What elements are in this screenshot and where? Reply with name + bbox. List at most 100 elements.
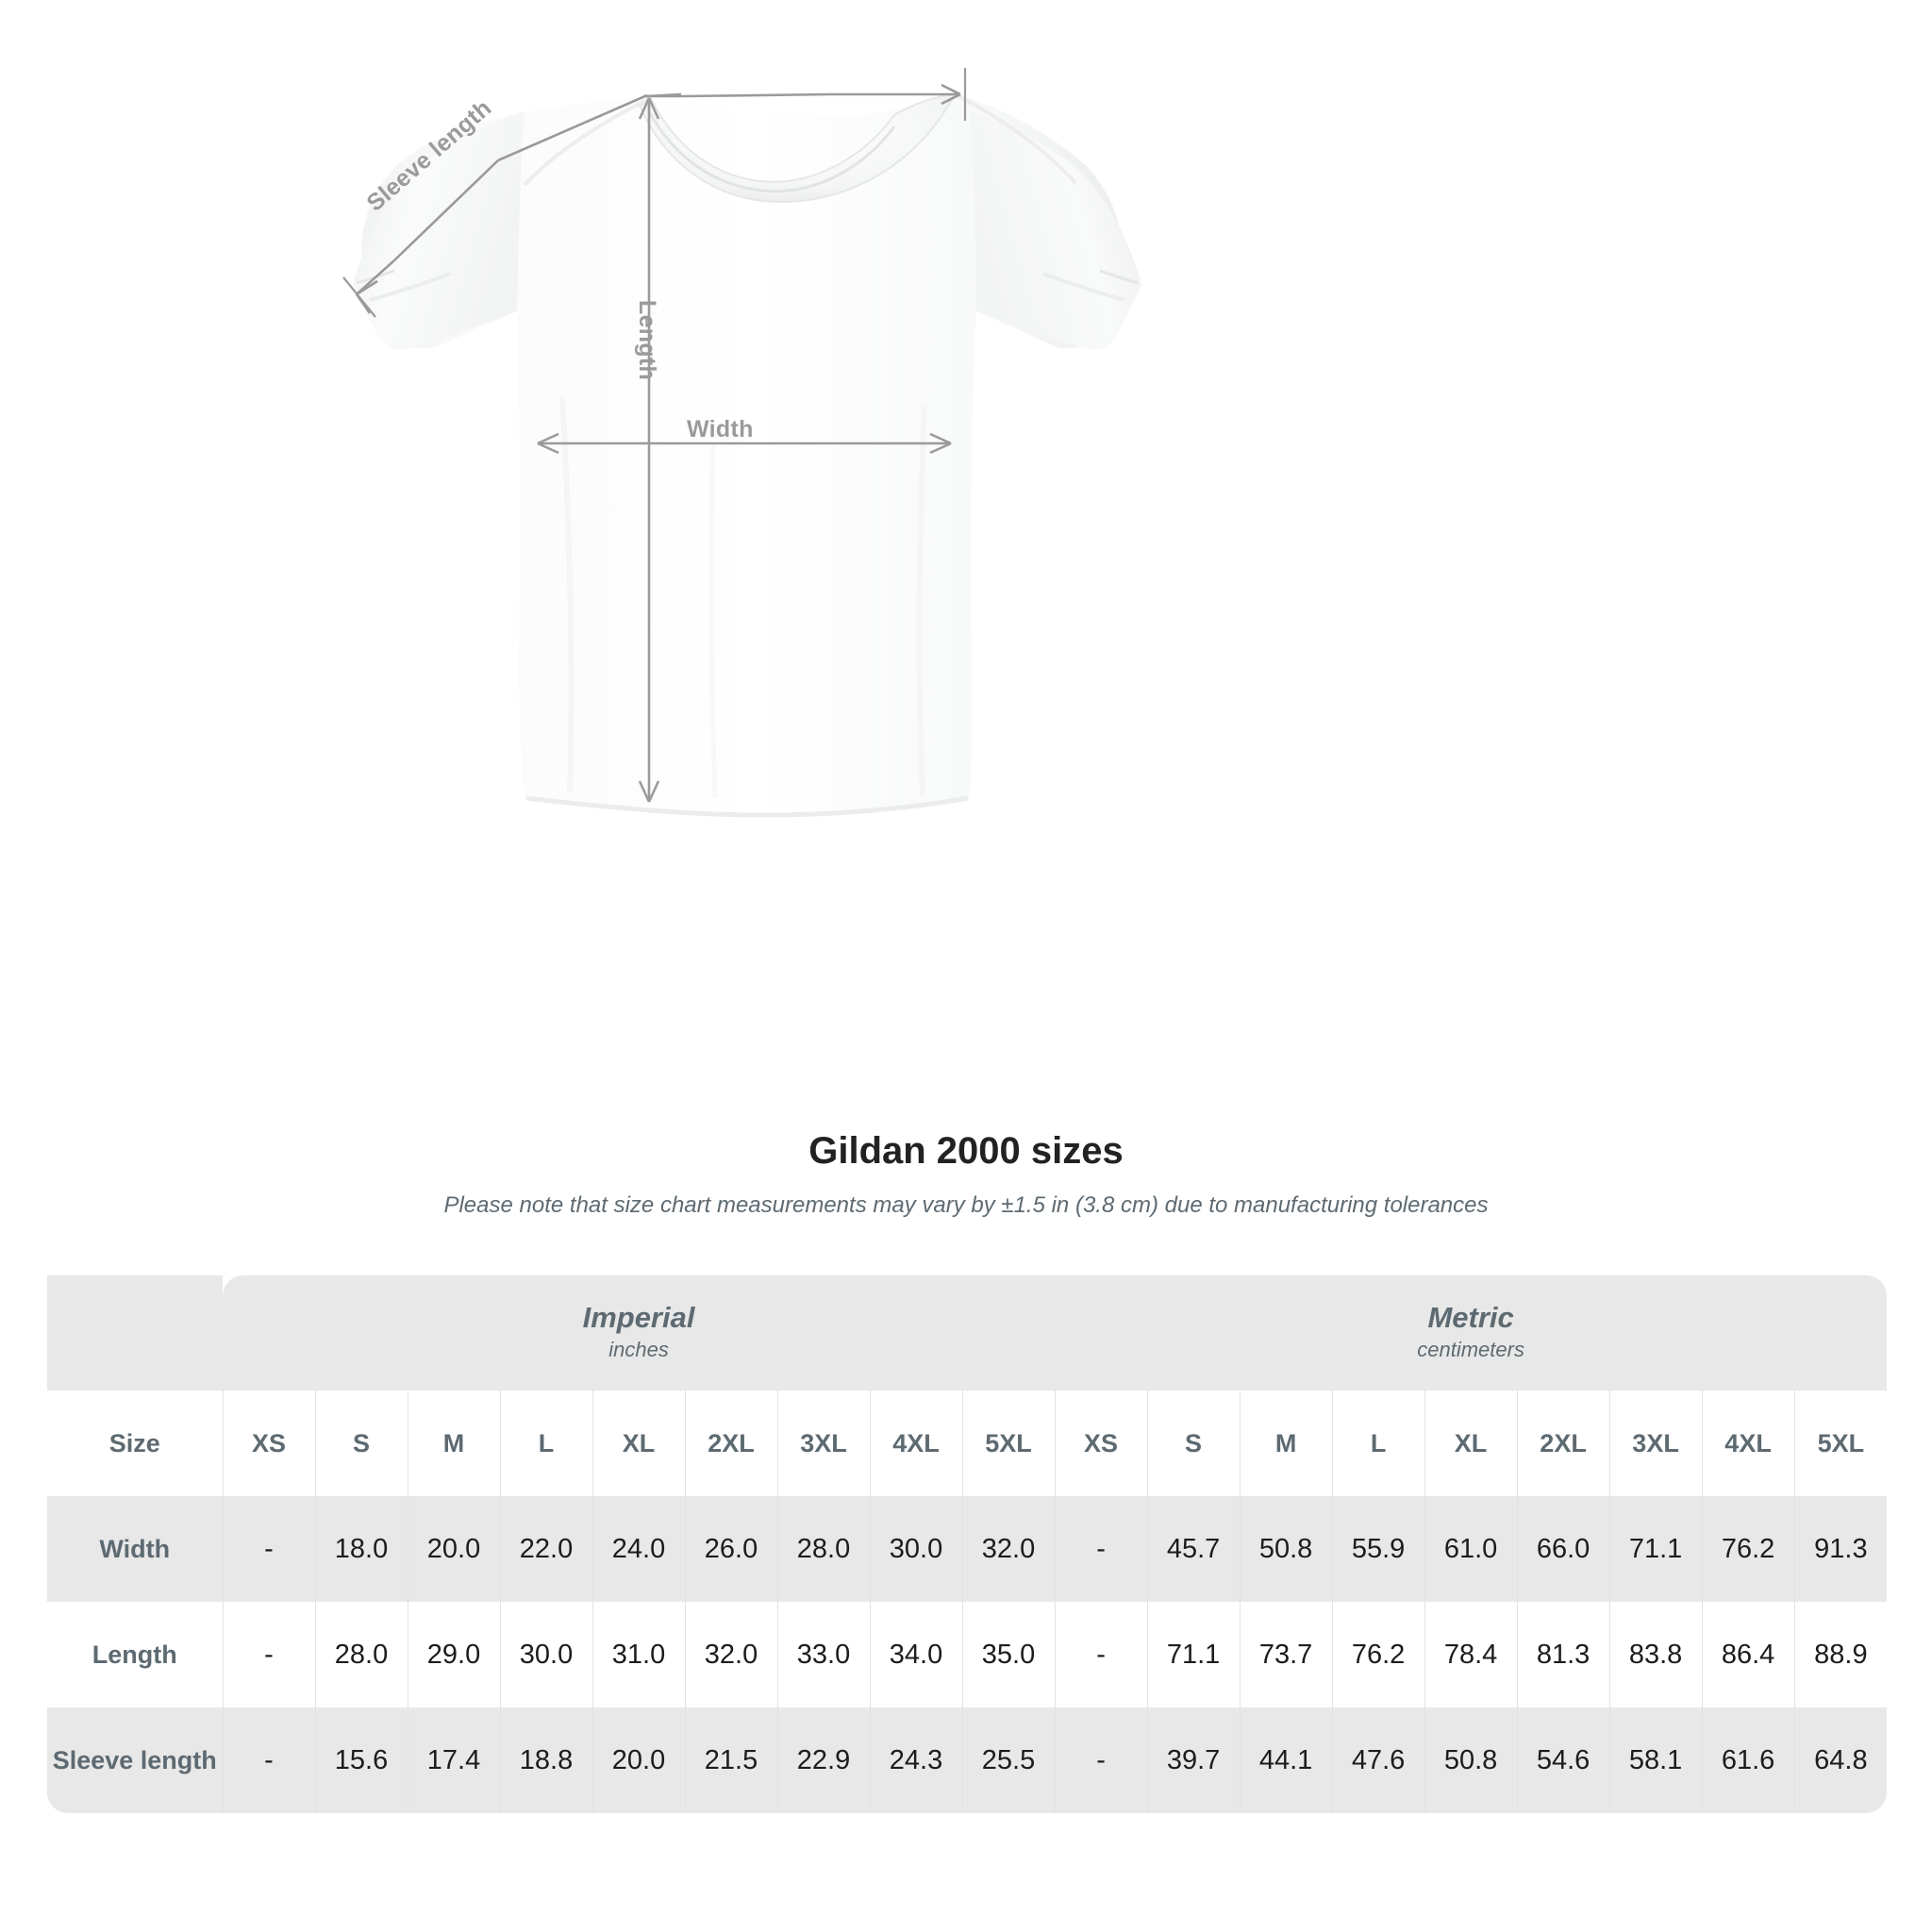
size-header-m: M bbox=[1239, 1391, 1333, 1496]
cell-length-metric-s: 71.1 bbox=[1146, 1602, 1241, 1707]
cell-width-metric-2xl: 66.0 bbox=[1516, 1496, 1610, 1602]
unit-group-name: Imperial bbox=[582, 1300, 695, 1334]
table-row: Sleeve length -15.6 17.4 18.8 20.0 21.5 22.9 24… bbox=[47, 1707, 1888, 1813]
unit-group-row: Imperial inches Metric centimeters bbox=[47, 1275, 1888, 1391]
size-table-container: Imperial inches Metric centimeters Size XS S M L… bbox=[47, 1275, 1888, 1813]
page-title: Gildan 2000 sizes bbox=[808, 1130, 1124, 1172]
cell-width-imperial-3xl: 28.0 bbox=[776, 1496, 870, 1602]
tshirt-diagram: Sleeve length Length Width bbox=[342, 68, 1141, 818]
row-label-width: Width bbox=[47, 1496, 223, 1602]
cell-width-metric-s: 45.7 bbox=[1146, 1496, 1241, 1602]
size-header-3xl: 3XL bbox=[776, 1391, 870, 1496]
unit-group-metric: Metric centimeters bbox=[1055, 1275, 1888, 1391]
cell-sleeve-length-imperial-5xl: 25.5 bbox=[961, 1707, 1056, 1813]
cell-length-metric-2xl: 81.3 bbox=[1516, 1602, 1610, 1707]
cell-width-imperial-m: 20.0 bbox=[407, 1496, 500, 1602]
cell-width-metric-5xl: 91.3 bbox=[1793, 1496, 1888, 1602]
size-header-4xl: 4XL bbox=[869, 1391, 962, 1496]
cell-length-imperial-m: 29.0 bbox=[407, 1602, 500, 1707]
cell-length-metric-5xl: 88.9 bbox=[1793, 1602, 1888, 1707]
cell-width-imperial-4xl: 30.0 bbox=[869, 1496, 962, 1602]
size-header-m: M bbox=[407, 1391, 500, 1496]
cell-sleeve-length-imperial-xl: 20.0 bbox=[591, 1707, 685, 1813]
cell-sleeve-length-imperial-2xl: 21.5 bbox=[684, 1707, 777, 1813]
length-measure bbox=[638, 97, 660, 803]
size-header-xl: XL bbox=[1424, 1391, 1518, 1496]
cell-sleeve-length-imperial-3xl: 22.9 bbox=[776, 1707, 870, 1813]
width-label: Width bbox=[687, 416, 754, 442]
cell-length-imperial-4xl: 34.0 bbox=[869, 1602, 962, 1707]
title-block: Gildan 2000 sizes Please note that size … bbox=[0, 1128, 1932, 1220]
size-header-l: L bbox=[499, 1391, 592, 1496]
size-header-l: L bbox=[1331, 1391, 1425, 1496]
cell-sleeve-length-metric-l: 47.6 bbox=[1331, 1707, 1425, 1813]
size-header-label: Size bbox=[47, 1391, 223, 1496]
table-row: Length -28.0 29.0 30.0 31.0 32.0 33.0 34.0 35.0-… bbox=[47, 1602, 1888, 1707]
cell-sleeve-length-metric-xl: 50.8 bbox=[1424, 1707, 1518, 1813]
tshirt-body-shape bbox=[353, 92, 1141, 818]
tshirt-illustration bbox=[342, 68, 1141, 818]
cell-width-metric-xs: - bbox=[1054, 1496, 1148, 1602]
size-header-xs: XS bbox=[1054, 1391, 1148, 1496]
page-subtitle: Please note that size chart measurements… bbox=[443, 1192, 1489, 1218]
cell-sleeve-length-metric-4xl: 61.6 bbox=[1701, 1707, 1795, 1813]
cell-width-imperial-xl: 24.0 bbox=[591, 1496, 685, 1602]
length-label: Length bbox=[634, 300, 660, 381]
cell-sleeve-length-imperial-l: 18.8 bbox=[499, 1707, 592, 1813]
table-row: Width -18.0 20.0 22.0 24.0 26.0 28.0 30.0 32.0-4… bbox=[47, 1496, 1888, 1602]
cell-width-metric-m: 50.8 bbox=[1239, 1496, 1333, 1602]
cell-length-metric-l: 76.2 bbox=[1331, 1602, 1425, 1707]
cell-length-imperial-l: 30.0 bbox=[499, 1602, 592, 1707]
cell-width-metric-3xl: 71.1 bbox=[1608, 1496, 1703, 1602]
unit-group-imperial: Imperial inches bbox=[223, 1275, 1056, 1391]
cell-sleeve-length-metric-2xl: 54.6 bbox=[1516, 1707, 1610, 1813]
width-measure bbox=[537, 432, 952, 455]
row-label-sleeve-length: Sleeve length bbox=[47, 1707, 223, 1813]
cell-sleeve-length-imperial-4xl: 24.3 bbox=[869, 1707, 962, 1813]
size-header-2xl: 2XL bbox=[1516, 1391, 1610, 1496]
cell-sleeve-length-imperial-m: 17.4 bbox=[407, 1707, 500, 1813]
size-header-s: S bbox=[1146, 1391, 1241, 1496]
cell-length-metric-3xl: 83.8 bbox=[1608, 1602, 1703, 1707]
cell-width-imperial-s: 18.0 bbox=[314, 1496, 408, 1602]
cell-length-metric-xs: - bbox=[1054, 1602, 1148, 1707]
size-header-s: S bbox=[314, 1391, 408, 1496]
size-header-3xl: 3XL bbox=[1608, 1391, 1703, 1496]
cell-length-imperial-s: 28.0 bbox=[314, 1602, 408, 1707]
cell-sleeve-length-imperial-s: 15.6 bbox=[314, 1707, 408, 1813]
cell-sleeve-length-metric-xs: - bbox=[1054, 1707, 1148, 1813]
cell-width-metric-xl: 61.0 bbox=[1424, 1496, 1518, 1602]
cell-sleeve-length-metric-5xl: 64.8 bbox=[1793, 1707, 1888, 1813]
unit-group-name: Metric bbox=[1427, 1300, 1514, 1334]
cell-sleeve-length-imperial-xs: - bbox=[222, 1707, 315, 1813]
unit-spacer-cell bbox=[47, 1275, 223, 1391]
cell-width-metric-l: 55.9 bbox=[1331, 1496, 1425, 1602]
cell-width-imperial-xs: - bbox=[222, 1496, 315, 1602]
size-header-2xl: 2XL bbox=[684, 1391, 777, 1496]
cell-length-imperial-3xl: 33.0 bbox=[776, 1602, 870, 1707]
size-header-5xl: 5XL bbox=[961, 1391, 1056, 1496]
size-header-5xl: 5XL bbox=[1793, 1391, 1888, 1496]
cell-sleeve-length-metric-3xl: 58.1 bbox=[1608, 1707, 1703, 1813]
cell-length-metric-m: 73.7 bbox=[1239, 1602, 1333, 1707]
size-header-row: Size XS S M L XL 2XL 3XL 4XL 5XL XS S M L XL 2XL 3XL 4XL 5… bbox=[47, 1391, 1888, 1496]
cell-sleeve-length-metric-s: 39.7 bbox=[1146, 1707, 1241, 1813]
cell-sleeve-length-metric-m: 44.1 bbox=[1239, 1707, 1333, 1813]
size-header-4xl: 4XL bbox=[1701, 1391, 1795, 1496]
cell-length-imperial-2xl: 32.0 bbox=[684, 1602, 777, 1707]
sleeve-length-measure bbox=[342, 92, 831, 318]
cell-length-imperial-5xl: 35.0 bbox=[961, 1602, 1056, 1707]
unit-group-subtitle: inches bbox=[608, 1338, 669, 1362]
size-table: Imperial inches Metric centimeters Size XS S M L… bbox=[47, 1275, 1888, 1813]
cell-length-metric-xl: 78.4 bbox=[1424, 1602, 1518, 1707]
cell-width-imperial-5xl: 32.0 bbox=[961, 1496, 1056, 1602]
cell-length-imperial-xl: 31.0 bbox=[591, 1602, 685, 1707]
cell-width-metric-4xl: 76.2 bbox=[1701, 1496, 1795, 1602]
size-header-xl: XL bbox=[591, 1391, 685, 1496]
cell-width-imperial-2xl: 26.0 bbox=[684, 1496, 777, 1602]
size-header-xs: XS bbox=[222, 1391, 315, 1496]
row-label-length: Length bbox=[47, 1602, 223, 1707]
cell-length-metric-4xl: 86.4 bbox=[1701, 1602, 1795, 1707]
unit-group-subtitle: centimeters bbox=[1417, 1338, 1524, 1362]
